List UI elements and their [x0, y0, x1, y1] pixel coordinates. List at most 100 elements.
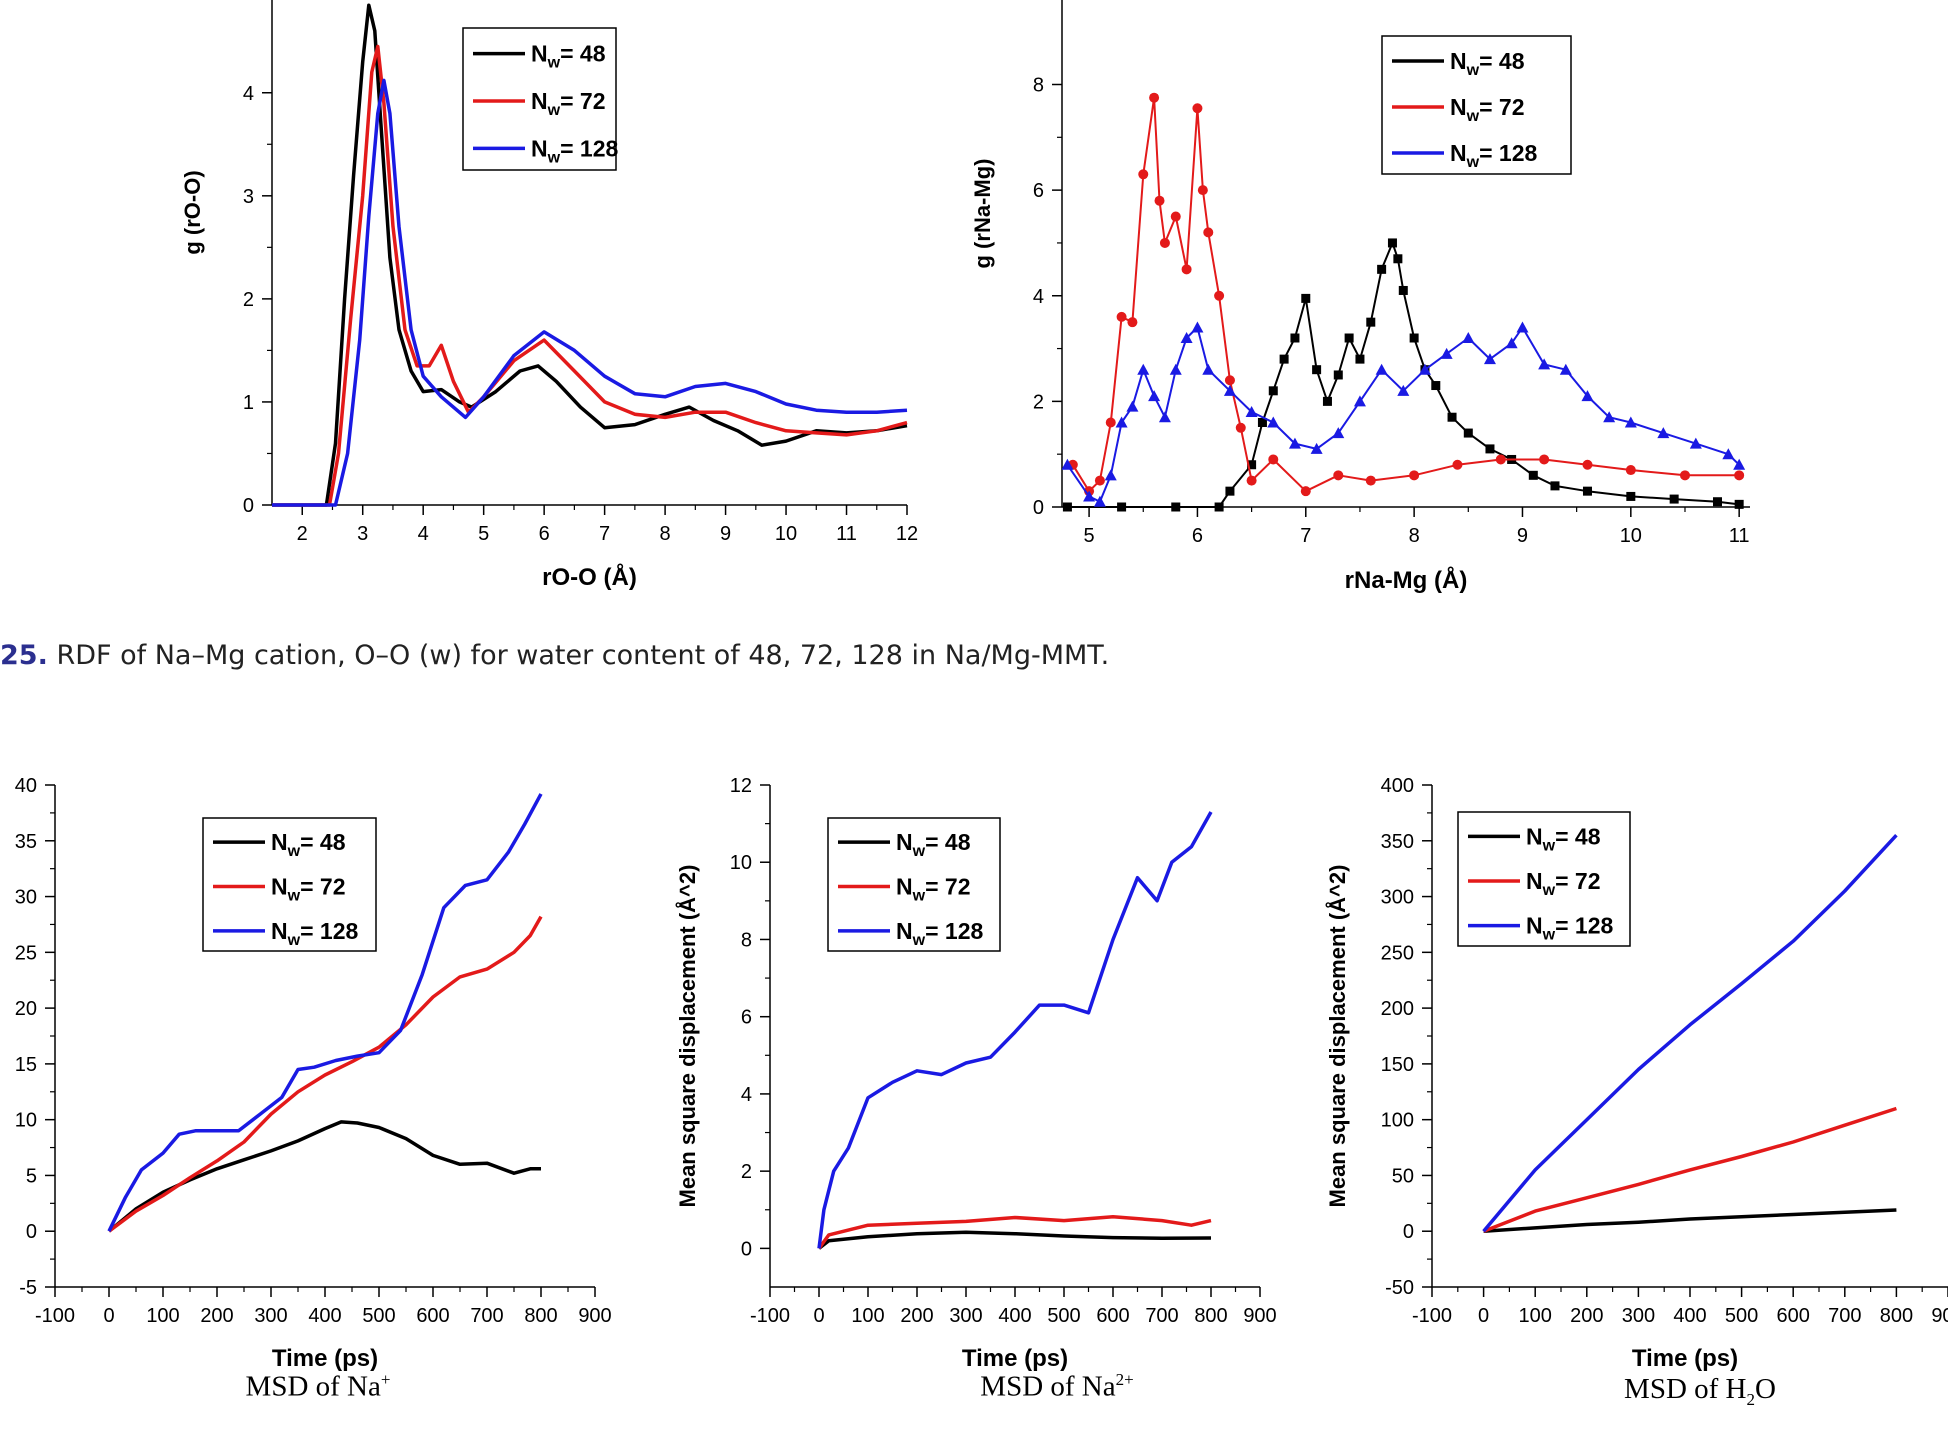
- legend-label: Nw= 48: [271, 829, 346, 860]
- data-point-nw128: [1288, 437, 1301, 449]
- data-point-nw128: [1375, 363, 1388, 375]
- data-point-nw72: [1268, 454, 1279, 465]
- data-point-nw72: [1116, 311, 1127, 322]
- x-tick-label: 4: [418, 523, 429, 545]
- data-point-nw48: [1409, 333, 1419, 343]
- y-tick-label: 250: [1381, 942, 1414, 964]
- x-tick-label: 7: [599, 523, 610, 545]
- plot-area: [107, 793, 543, 1233]
- x-axis-label: rO-O (Å): [542, 563, 637, 591]
- data-point-nw72: [1734, 470, 1745, 481]
- data-point-nw72: [1170, 211, 1181, 222]
- data-point-nw48: [1312, 365, 1322, 375]
- data-point-nw128: [1093, 495, 1106, 507]
- series-line-nw72: [1482, 1106, 1897, 1233]
- y-axis-label: Mean square displacement (Å^2): [1324, 865, 1350, 1208]
- data-point-nw128: [1397, 384, 1410, 396]
- x-tick-label: 400: [998, 1305, 1031, 1327]
- data-point-nw72: [1154, 195, 1165, 206]
- data-point-nw128: [1603, 411, 1616, 423]
- data-point-nw72: [1127, 317, 1138, 328]
- data-point-nw48: [1171, 502, 1181, 512]
- legend: Nw= 48 Nw= 72 Nw= 128: [462, 27, 618, 171]
- x-tick-label: 6: [1192, 525, 1203, 547]
- legend-box: [1381, 35, 1572, 175]
- data-point-nw128: [1581, 390, 1594, 402]
- x-tick-label: 9: [1517, 525, 1528, 547]
- legend-box: [202, 817, 377, 952]
- data-point-nw48: [1333, 370, 1343, 380]
- y-tick-label: 400: [1381, 775, 1414, 797]
- legend-label: Nw= 72: [271, 874, 345, 905]
- legend: Nw= 48 Nw= 72 Nw= 128: [202, 817, 377, 952]
- x-tick-label: 200: [1570, 1305, 1603, 1327]
- data-point-nw128: [1462, 332, 1475, 343]
- data-point-nw72: [1679, 470, 1690, 481]
- y-tick-label: 200: [1381, 998, 1414, 1020]
- x-tick-label: 0: [103, 1305, 114, 1327]
- y-tick-label: 4: [243, 83, 254, 105]
- x-tick-label: 900: [1931, 1305, 1948, 1327]
- x-tick-label: 100: [851, 1305, 884, 1327]
- subcaption-na-2plus: MSD of Na2+: [980, 1370, 1134, 1403]
- y-tick-label: 20: [15, 998, 37, 1020]
- data-point-nw128: [1624, 416, 1637, 428]
- legend-label: Nw= 48: [1450, 48, 1525, 79]
- series-line-nw128: [107, 793, 543, 1232]
- figure-caption-text: RDF of Na–Mg cation, O–O (w) for water c…: [56, 640, 1110, 671]
- x-tick-label: 12: [896, 523, 918, 545]
- data-point-nw48: [1344, 333, 1354, 343]
- x-tick-label: 800: [1194, 1305, 1227, 1327]
- x-tick-label: 500: [1047, 1305, 1080, 1327]
- data-point-nw72: [1159, 237, 1170, 248]
- data-point-nw72: [1105, 417, 1116, 428]
- x-tick-label: 0: [1478, 1305, 1489, 1327]
- x-tick-label: 900: [578, 1305, 611, 1327]
- data-point-nw128: [1191, 321, 1204, 333]
- data-point-nw48: [1247, 460, 1257, 470]
- series-line-nw48: [107, 1120, 541, 1233]
- x-tick-label: 6: [539, 523, 550, 545]
- x-tick-label: 7: [1300, 525, 1311, 547]
- legend-label: Nw= 128: [1526, 913, 1613, 944]
- data-point-nw72: [1625, 465, 1636, 476]
- data-point-nw128: [1559, 363, 1572, 375]
- data-point-nw128: [1538, 358, 1551, 370]
- data-point-nw48: [1214, 502, 1224, 512]
- y-tick-label: 10: [730, 852, 752, 874]
- y-tick-label: 150: [1381, 1054, 1414, 1076]
- series-line-nw128: [1482, 834, 1898, 1233]
- data-point-nw128: [1104, 469, 1117, 481]
- series-line-nw128: [272, 78, 908, 507]
- legend: Nw= 48 Nw= 72 Nw= 128: [1457, 811, 1631, 947]
- data-point-nw128: [1158, 411, 1171, 423]
- series-line-nw48: [1067, 241, 1740, 508]
- series-line-nw72: [107, 915, 543, 1233]
- plot-area: [1062, 92, 1746, 512]
- x-tick-label: 700: [1145, 1305, 1178, 1327]
- x-tick-label: 10: [775, 523, 797, 545]
- x-tick-label: 800: [524, 1305, 557, 1327]
- data-point-nw48: [1117, 502, 1127, 512]
- y-tick-label: 15: [15, 1054, 37, 1076]
- y-tick-label: 5: [26, 1165, 37, 1187]
- y-tick-label: 12: [730, 775, 752, 797]
- y-tick-label: 6: [741, 1007, 752, 1029]
- x-tick-label: 11: [1729, 525, 1750, 547]
- legend-box: [827, 817, 1001, 952]
- data-point-nw128: [1083, 490, 1096, 502]
- data-point-nw128: [1722, 448, 1735, 460]
- series-line-nw128: [1066, 326, 1740, 503]
- data-point-nw128: [1440, 347, 1453, 359]
- data-point-nw128: [1516, 321, 1529, 333]
- y-tick-label: 350: [1381, 831, 1414, 853]
- data-point-nw48: [1225, 486, 1235, 496]
- legend-label: Nw= 72: [1450, 94, 1524, 125]
- data-point-nw48: [1301, 293, 1311, 303]
- chart-rdf_namg: 5 6 7 8 9 10 11 0 2 4 6 8 rNa-Mg (Å) g (rNa-Mg) Nw= 48…: [970, 0, 1750, 594]
- y-tick-label: -50: [1385, 1277, 1414, 1299]
- data-point-nw72: [1235, 422, 1246, 433]
- data-point-nw72: [1539, 454, 1550, 465]
- subcaption-h2o: MSD of H2O: [1624, 1373, 1776, 1409]
